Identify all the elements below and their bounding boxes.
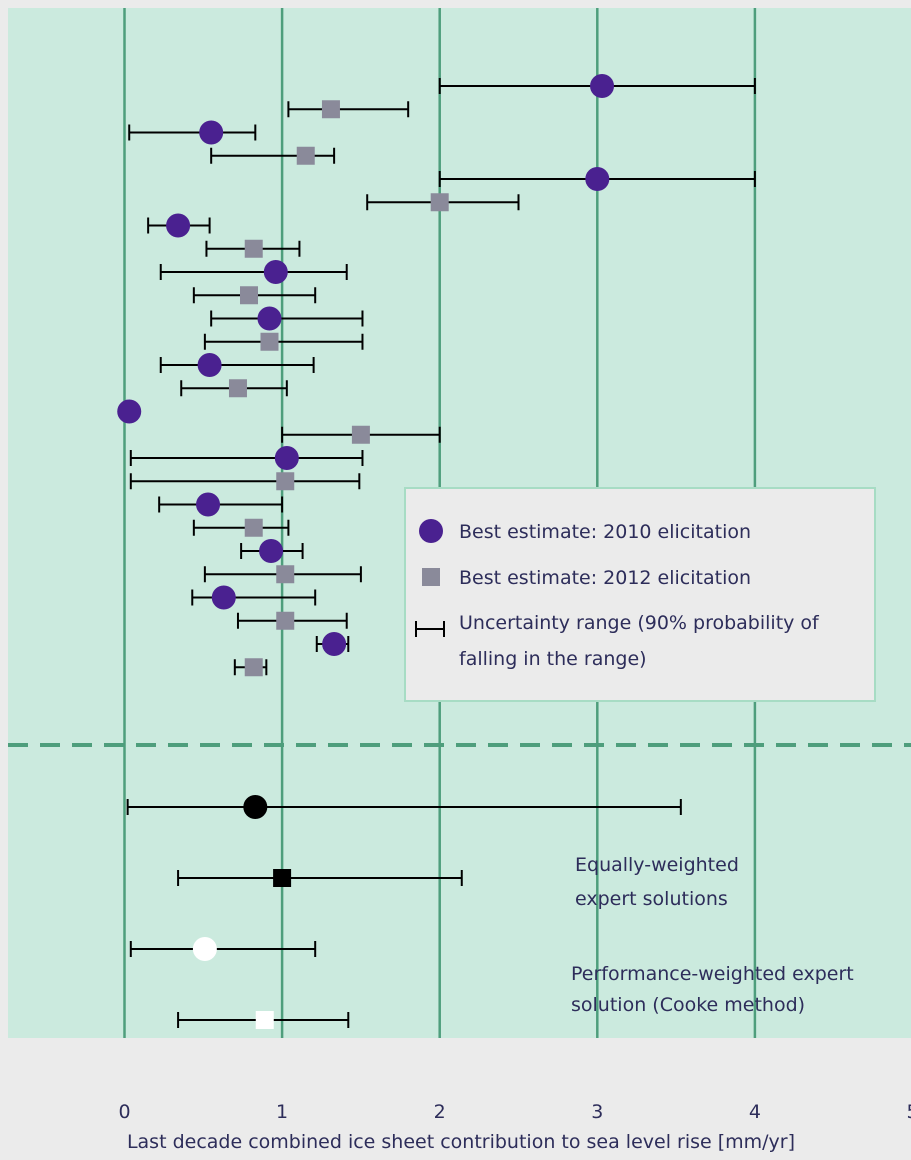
x-axis-title: Last decade combined ice sheet contribut… <box>127 1131 795 1153</box>
annotation-equally-weighted-line2: expert solutions <box>575 888 728 910</box>
expert-2010-13-circle-marker <box>322 632 347 656</box>
expert-2010-6-circle-marker <box>257 306 282 331</box>
expert-2010-7-circle-marker <box>197 353 222 377</box>
expert-2010-8-circle-marker <box>117 399 142 424</box>
expert-2012-2-square-marker <box>296 146 315 165</box>
data-markers <box>117 74 756 677</box>
x-tick-label-1: 1 <box>276 1101 288 1123</box>
expert-2012-11-square-marker <box>276 565 295 584</box>
pooled-3-circle-marker <box>192 937 217 961</box>
expert-2010-2-circle-marker <box>199 120 224 145</box>
legend: Best estimate: 2010 elicitation Best est… <box>404 487 876 702</box>
expert-2010-1-circle-marker <box>590 74 615 98</box>
expert-2012-6-square-marker <box>260 332 279 351</box>
annotation-performance-weighted-line2: solution (Cooke method) <box>571 994 805 1016</box>
expert-2010-12-circle-marker <box>211 585 236 610</box>
legend-box <box>404 487 876 702</box>
legend-square-marker <box>422 568 440 586</box>
expert-2012-7-square-marker <box>228 379 247 398</box>
pooled-4-square-marker <box>255 1011 274 1029</box>
expert-2012-10-square-marker <box>244 518 263 537</box>
x-tick-label-5: 5 <box>906 1101 911 1123</box>
legend-circle-marker <box>419 519 443 543</box>
pooled-1-circle-marker <box>243 795 268 819</box>
legend-label-2012: Best estimate: 2012 elicitation <box>459 567 751 589</box>
expert-2010-11-circle-marker <box>259 539 284 563</box>
expert-2010-10-circle-marker <box>196 492 221 517</box>
expert-2012-13-square-marker <box>244 658 263 677</box>
x-tick-label-4: 4 <box>749 1101 761 1123</box>
expert-2012-5-square-marker <box>240 286 259 305</box>
annotation-performance-weighted-line1: Performance-weighted expert <box>571 963 854 985</box>
x-axis-ticks: 0 1 2 3 4 5 <box>118 1101 911 1123</box>
expert-2010-3-circle-marker <box>585 167 610 191</box>
expert-2012-1-square-marker <box>321 100 340 119</box>
expert-2012-3-square-marker <box>430 193 449 212</box>
x-tick-label-2: 2 <box>434 1101 446 1123</box>
pooled-2-square-marker <box>273 869 292 887</box>
legend-errorbar-icon <box>415 621 445 637</box>
legend-label-uncertainty-line2: falling in the range) <box>459 648 647 670</box>
expert-2010-9-circle-marker <box>274 446 299 470</box>
expert-2012-9-square-marker <box>276 472 295 491</box>
x-tick-label-3: 3 <box>591 1101 603 1123</box>
expert-2010-5-circle-marker <box>263 260 288 284</box>
expert-2010-4-circle-marker <box>166 213 191 238</box>
expert-2012-12-square-marker <box>276 611 295 630</box>
expert-2012-4-square-marker <box>244 239 263 258</box>
expert-2012-8-square-marker <box>351 425 370 444</box>
legend-label-uncertainty-line1: Uncertainty range (90% probability of <box>459 612 820 634</box>
x-tick-label-0: 0 <box>118 1101 130 1123</box>
pooled-estimates <box>126 795 682 1029</box>
annotation-equally-weighted-line1: Equally-weighted <box>575 854 739 876</box>
legend-label-2010: Best estimate: 2010 elicitation <box>459 521 751 543</box>
